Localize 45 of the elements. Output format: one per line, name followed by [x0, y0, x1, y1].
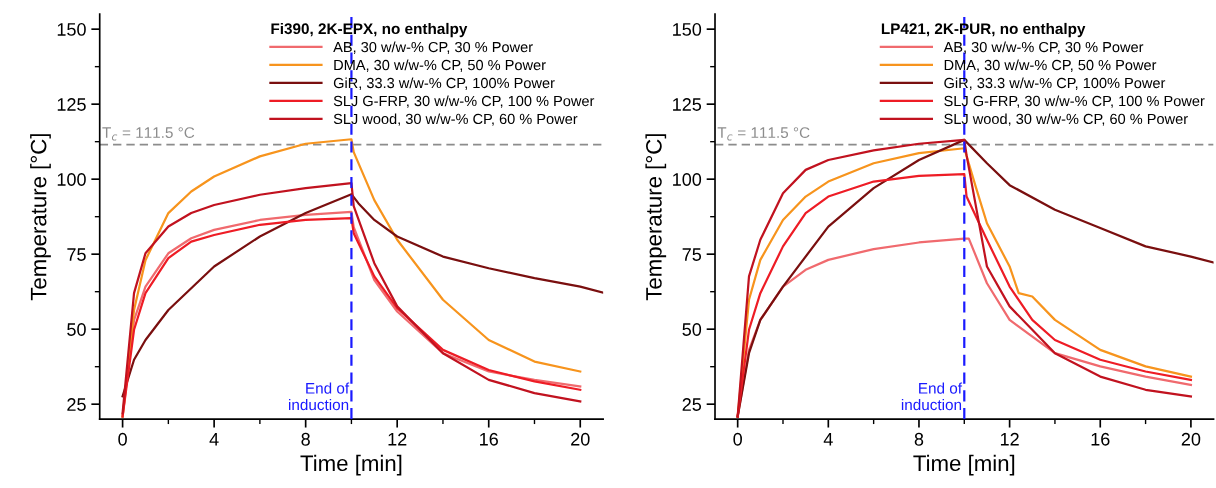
y-tick-label: 75 [682, 248, 702, 261]
legend-label: SLJ G-FRP, 30 w/w-% CP, 100 % Power [333, 95, 595, 108]
y-tick-label: 150 [673, 23, 702, 36]
ref-line-label: End of induction [289, 382, 350, 411]
legend-label: AB, 30 w/w-% CP, 30 % Power [333, 41, 533, 54]
y-axis-title: Temperature [°C] [645, 134, 667, 301]
y-axis-title: Temperature [°C] [30, 134, 51, 301]
x-tick-label: 4 [209, 433, 219, 446]
legend-label: AB, 30 w/w-% CP, 30 % Power [943, 41, 1144, 54]
y-tick-label: 125 [57, 98, 86, 111]
ref-line-label: T$_{c}$ = 111.5 °C [717, 127, 810, 141]
x-tick-label: 8 [914, 432, 924, 446]
y-tick-label: 50 [67, 323, 86, 336]
x-tick-label: 4 [823, 433, 833, 446]
y-tick-label: 100 [57, 173, 86, 186]
legend-label: SLJ G-FRP, 30 w/w-% CP, 100 % Power [944, 95, 1205, 108]
legend-label: SLJ wood, 30 w/w-% CP, 60 % Power [333, 113, 578, 126]
legend-label: SLJ wood, 30 w/w-% CP, 60 % Power [944, 113, 1188, 126]
y-tick-label: 50 [682, 323, 702, 336]
x-tick-label: 12 [1000, 432, 1019, 446]
legend-label: GiR, 33.3 w/w-% CP, 100% Power [944, 77, 1166, 90]
y-tick-label: 75 [67, 248, 86, 261]
x-tick-label: 12 [388, 432, 407, 446]
y-tick-label: 25 [67, 398, 86, 411]
legend-label: GiR, 33.3 w/w-% CP, 100% Power [333, 77, 555, 90]
ref-line-label: T$_{c}$ = 111.5 °C [102, 127, 195, 141]
x-tick-label: 0 [733, 432, 742, 446]
x-tick-label: 20 [571, 432, 590, 446]
x-axis-title: Time [min] [300, 454, 402, 476]
x-tick-label: 0 [118, 432, 127, 446]
x-tick-label: 16 [480, 432, 498, 446]
y-tick-label: 25 [682, 398, 702, 411]
legend-title: Fi390, 2K-EPX, no enthalpy [271, 22, 468, 38]
y-tick-label: 100 [673, 173, 702, 186]
y-tick-label: 125 [673, 98, 702, 111]
x-tick-label: 8 [301, 432, 310, 446]
legend-title: LP421, 2K-PUR, no enthalpy [881, 22, 1086, 38]
x-tick-label: 20 [1181, 432, 1201, 446]
x-tick-label: 16 [1091, 432, 1110, 446]
ref-line-label: End of induction [901, 382, 963, 411]
legend-label: DMA, 30 w/w-% CP, 50 % Power [944, 59, 1157, 72]
y-tick-label: 150 [57, 23, 86, 36]
line-series [121, 193, 604, 398]
legend-label: DMA, 30 w/w-% CP, 50 % Power [334, 59, 546, 72]
x-axis-title: Time [min] [913, 454, 1015, 476]
